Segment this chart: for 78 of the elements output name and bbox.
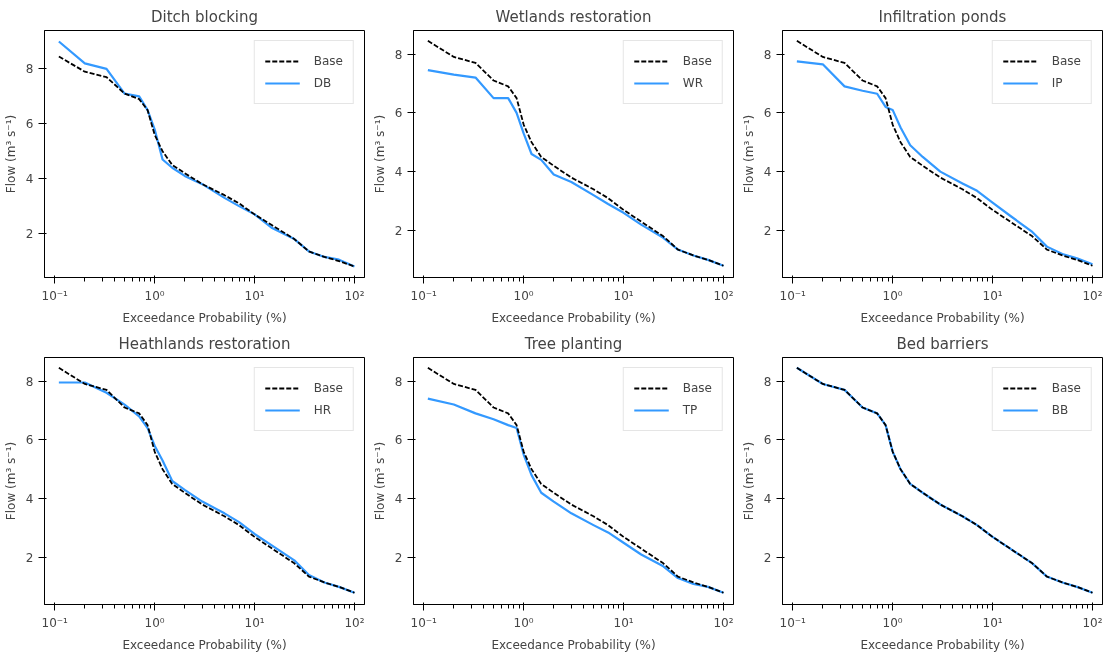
y-tick-label: 2	[763, 550, 772, 565]
chart-title: Wetlands restoration	[495, 7, 652, 26]
y-tick-label: 6	[763, 433, 772, 448]
legend-label: Base	[313, 381, 343, 395]
x-tick-label: 10²	[713, 288, 734, 303]
x-tick-label: 10²	[1082, 288, 1103, 303]
x-tick-label: 10²	[344, 288, 365, 303]
y-tick-label: 2	[763, 223, 772, 238]
y-tick-label: 8	[25, 62, 34, 77]
x-axis-title: Exceedance Probability (%)	[860, 310, 1025, 325]
x-tick-label: 10⁻¹	[779, 288, 807, 303]
y-axis-title: Flow (m³ s⁻¹)	[741, 441, 756, 521]
legend-label: Base	[313, 54, 343, 68]
x-tick-label: 10⁰	[144, 288, 165, 303]
x-tick-label: 10²	[713, 615, 734, 630]
x-tick-label: 10⁰	[144, 615, 165, 630]
y-tick-label: 8	[25, 374, 34, 389]
y-axis-title: Flow (m³ s⁻¹)	[372, 114, 387, 194]
x-tick-label: 10⁻¹	[779, 615, 807, 630]
y-axis-title: Flow (m³ s⁻¹)	[3, 441, 18, 521]
legend-label: Base	[682, 381, 712, 395]
x-tick-label: 10⁻¹	[410, 615, 438, 630]
x-tick-label: 10¹	[244, 615, 265, 630]
y-tick-label: 2	[394, 223, 403, 238]
x-tick-label: 10⁰	[882, 615, 903, 630]
legend-label: BB	[1051, 403, 1070, 417]
x-tick-label: 10⁻¹	[410, 288, 438, 303]
chart-title: Bed barriers	[896, 334, 989, 353]
y-tick-label: 6	[394, 106, 403, 121]
legend-label: Base	[1051, 54, 1081, 68]
y-axis-title: Flow (m³ s⁻¹)	[372, 441, 387, 521]
y-tick-label: 2	[394, 550, 403, 565]
y-tick-label: 6	[25, 433, 34, 448]
chart-title: Infiltration ponds	[878, 7, 1007, 26]
y-tick-label: 6	[25, 117, 34, 132]
y-tick-label: 4	[25, 492, 34, 507]
x-axis-title: Exceedance Probability (%)	[122, 310, 287, 325]
y-tick-label: 8	[394, 374, 403, 389]
y-axis-title: Flow (m³ s⁻¹)	[741, 114, 756, 194]
x-tick-label: 10²	[1082, 615, 1103, 630]
legend-label: HR	[313, 403, 333, 417]
legend-label: WR	[682, 76, 703, 90]
y-tick-label: 4	[763, 165, 772, 180]
legend-label: IP	[1051, 76, 1064, 90]
chart-title: Ditch blocking	[150, 7, 259, 26]
x-axis-title: Exceedance Probability (%)	[122, 637, 287, 652]
y-tick-label: 8	[763, 374, 772, 389]
chart-title: Heathlands restoration	[118, 334, 291, 353]
x-tick-label: 10¹	[982, 288, 1003, 303]
x-axis-title: Exceedance Probability (%)	[491, 310, 656, 325]
y-tick-label: 2	[25, 550, 34, 565]
legend-label: Base	[682, 54, 712, 68]
x-tick-label: 10⁻¹	[41, 288, 69, 303]
x-tick-label: 10¹	[244, 288, 265, 303]
y-axis-title: Flow (m³ s⁻¹)	[3, 114, 18, 194]
legend-label: TP	[682, 403, 699, 417]
y-tick-label: 4	[394, 165, 403, 180]
y-tick-label: 8	[763, 47, 772, 62]
x-axis-title: Exceedance Probability (%)	[860, 637, 1025, 652]
y-tick-label: 4	[394, 492, 403, 507]
x-tick-label: 10²	[344, 615, 365, 630]
x-tick-label: 10¹	[982, 615, 1003, 630]
y-tick-label: 6	[763, 106, 772, 121]
chart-title: Tree planting	[523, 334, 623, 353]
x-tick-label: 10⁰	[513, 288, 534, 303]
y-tick-label: 2	[25, 227, 34, 242]
x-tick-label: 10¹	[613, 288, 634, 303]
x-tick-label: 10⁰	[882, 288, 903, 303]
y-tick-label: 6	[394, 433, 403, 448]
y-tick-label: 8	[394, 47, 403, 62]
y-tick-label: 4	[25, 172, 34, 187]
x-axis-title: Exceedance Probability (%)	[491, 637, 656, 652]
y-tick-label: 4	[763, 492, 772, 507]
x-tick-label: 10⁰	[513, 615, 534, 630]
legend-label: DB	[313, 76, 333, 90]
legend-label: Base	[1051, 381, 1081, 395]
x-tick-label: 10¹	[613, 615, 634, 630]
x-tick-label: 10⁻¹	[41, 615, 69, 630]
